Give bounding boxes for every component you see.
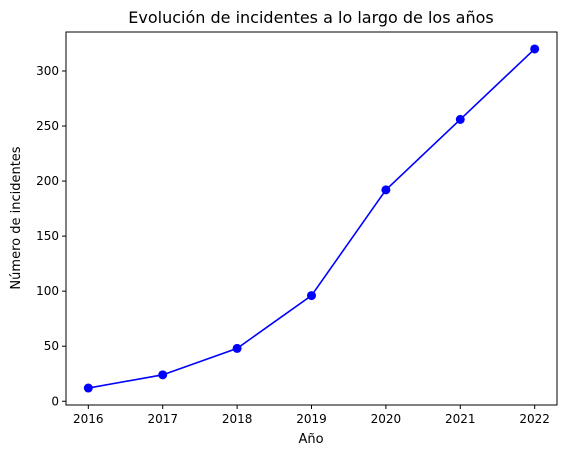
data-point xyxy=(307,291,316,301)
chart-title: Evolución de incidentes a lo largo de lo… xyxy=(128,8,493,27)
y-tick-label: 200 xyxy=(36,174,59,188)
data-point xyxy=(455,114,465,124)
y-tick-label: 300 xyxy=(36,64,59,78)
y-tick-label: 250 xyxy=(36,119,59,133)
x-tick-label: 2021 xyxy=(445,412,476,426)
data-point xyxy=(232,343,242,353)
x-tick-label: 2017 xyxy=(147,412,178,426)
x-axis-label: Año xyxy=(298,432,323,447)
y-tick-label: 100 xyxy=(36,284,59,298)
data-point xyxy=(83,383,93,393)
plot-frame xyxy=(65,31,558,406)
x-tick-label: 2020 xyxy=(371,412,402,426)
x-tick-label: 2022 xyxy=(519,412,550,426)
y-tick-label: 50 xyxy=(44,339,59,353)
x-tick-label: 2016 xyxy=(73,412,104,426)
y-axis-label: Número de incidentes xyxy=(9,146,24,289)
x-axis: 2016 2017 2018 2019 2020 2021 2022 xyxy=(73,405,550,426)
x-tick-label: 2019 xyxy=(296,412,327,426)
y-axis: 0 50 100 150 200 250 300 xyxy=(36,64,66,408)
x-tick-label: 2018 xyxy=(222,412,253,426)
data-point xyxy=(530,44,540,54)
y-tick-label: 150 xyxy=(36,229,59,243)
series-line xyxy=(88,48,536,389)
data-point xyxy=(158,370,168,380)
data-point xyxy=(381,185,391,195)
series-markers xyxy=(83,44,540,393)
y-tick-label: 0 xyxy=(51,394,59,408)
